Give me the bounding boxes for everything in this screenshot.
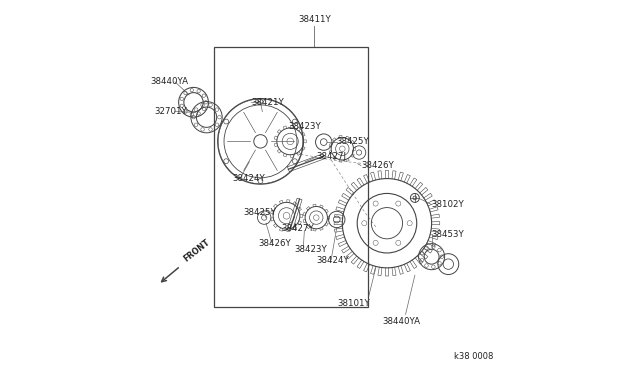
Text: 38427Y: 38427Y — [281, 224, 314, 233]
Text: 38424Y: 38424Y — [316, 256, 349, 265]
Text: 38426Y: 38426Y — [361, 161, 394, 170]
Bar — [214, 46, 369, 307]
Text: FRONT: FRONT — [182, 237, 211, 263]
Text: 38101Y: 38101Y — [337, 299, 370, 308]
Text: 38440YA: 38440YA — [151, 77, 189, 86]
Text: 38427J: 38427J — [316, 152, 346, 161]
Text: 38440YA: 38440YA — [383, 317, 421, 326]
Text: 38426Y: 38426Y — [259, 239, 291, 248]
Text: 38423Y: 38423Y — [294, 245, 326, 254]
Text: 38425Y: 38425Y — [337, 137, 369, 146]
Text: 38453Y: 38453Y — [431, 230, 465, 239]
Text: 32701Y: 32701Y — [154, 107, 188, 116]
Text: 38421Y: 38421Y — [251, 98, 284, 107]
Text: 38102Y: 38102Y — [431, 200, 465, 209]
Text: 38411Y: 38411Y — [298, 15, 331, 24]
Text: 38423Y: 38423Y — [289, 122, 321, 131]
Text: 38425Y: 38425Y — [244, 208, 276, 217]
Text: k38 0008: k38 0008 — [454, 352, 493, 361]
Text: 38424Y: 38424Y — [232, 174, 266, 183]
